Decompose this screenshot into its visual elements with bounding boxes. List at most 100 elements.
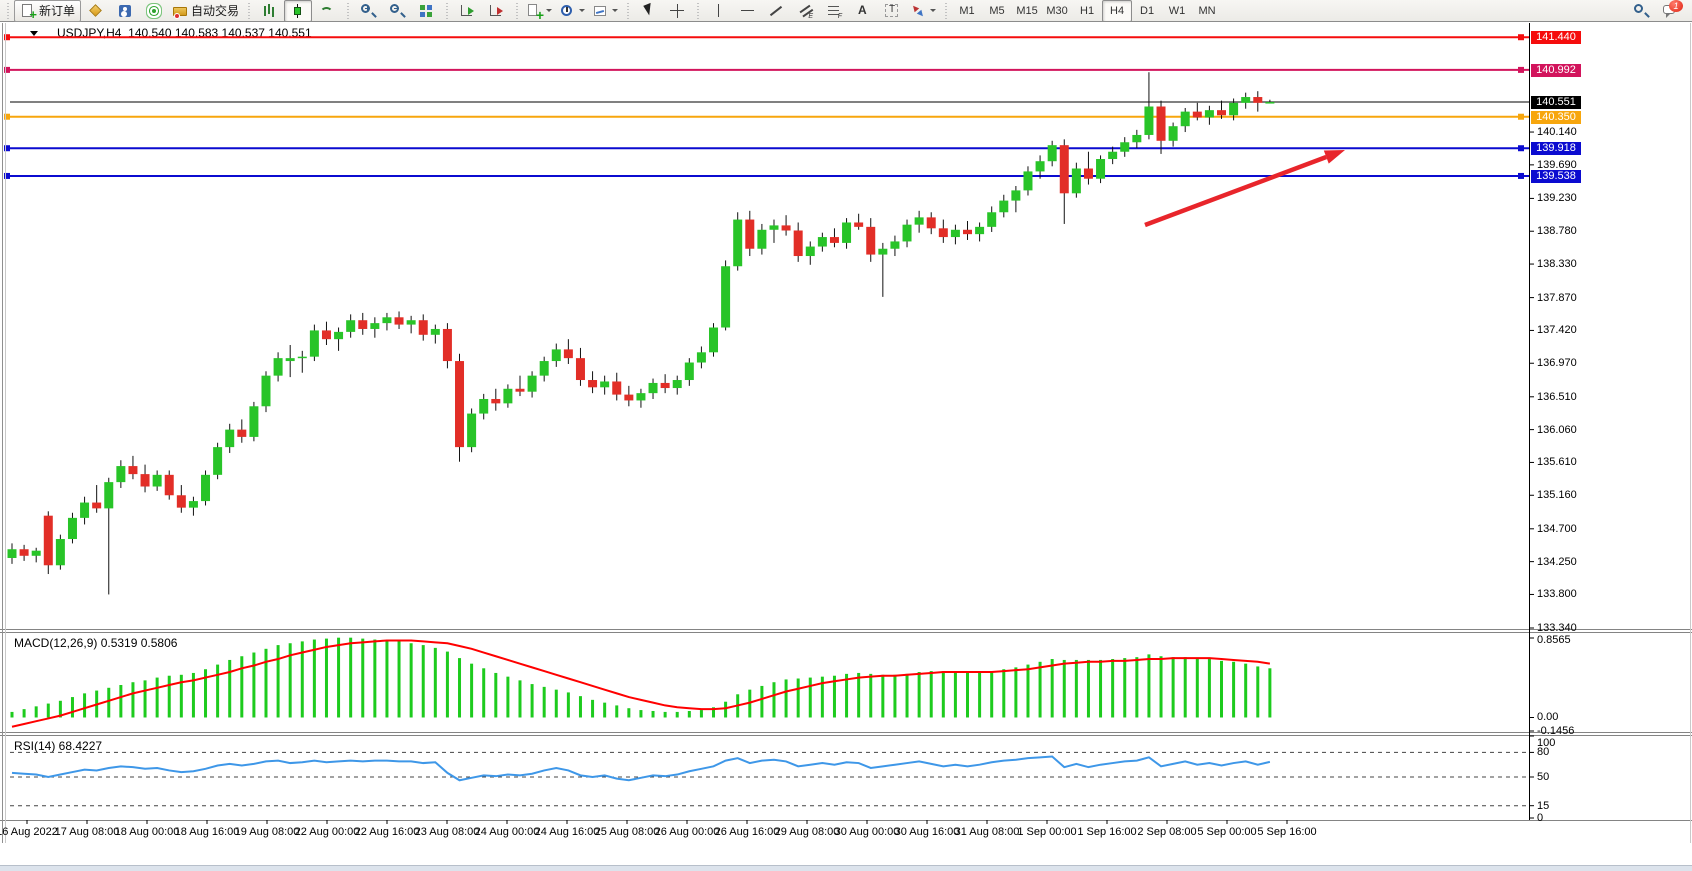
macd-bar <box>373 639 377 718</box>
timeframe-button-M5[interactable]: M5 <box>989 4 1005 17</box>
line-chart-button[interactable] <box>313 0 341 22</box>
macd-bar <box>228 659 232 718</box>
chart-canvas[interactable] <box>0 23 1692 847</box>
hline-handle[interactable] <box>1518 172 1524 179</box>
chart-shift-button[interactable] <box>482 0 510 22</box>
fibonacci-button[interactable] <box>820 0 848 22</box>
macd-bar <box>506 676 510 718</box>
hline-handle[interactable] <box>1518 34 1524 41</box>
chevron-down-icon <box>546 9 553 12</box>
macd-bar <box>566 692 570 718</box>
toolbar-grip[interactable] <box>246 2 252 19</box>
candle-body <box>950 229 960 238</box>
text-button[interactable] <box>849 0 877 22</box>
macd-bar <box>615 705 619 718</box>
seal-button[interactable] <box>82 0 110 22</box>
arrows-button[interactable] <box>907 0 939 22</box>
macd-bar <box>724 701 728 718</box>
hline-handle[interactable] <box>4 34 10 41</box>
cursor-button[interactable] <box>634 0 662 22</box>
autotrade-button[interactable]: 自动交易 <box>169 0 242 22</box>
indicators-button[interactable] <box>523 0 555 23</box>
hline-handle[interactable] <box>1518 66 1524 73</box>
bottom-scroll-strip[interactable] <box>0 865 1692 871</box>
macd-bar <box>264 648 268 718</box>
vertical-line-button[interactable] <box>704 0 732 22</box>
trend-arrow[interactable] <box>1144 154 1328 228</box>
macd-bar <box>591 699 595 718</box>
macd-indicator-title: MACD(12,26,9) 0.5319 0.5806 <box>14 636 178 650</box>
macd-bar <box>204 669 208 718</box>
timeframe-button-M1[interactable]: M1 <box>959 4 975 17</box>
candle-body <box>1217 110 1226 116</box>
macd-bar <box>832 675 836 718</box>
templates-button[interactable] <box>589 0 621 22</box>
chart-window[interactable]: USDJPY,H4 140.540 140.583 140.537 140.55… <box>0 23 1692 871</box>
chart-dropdown-icon[interactable] <box>30 31 38 36</box>
toolbar-grip[interactable] <box>514 2 520 19</box>
periods-button[interactable] <box>556 0 588 22</box>
timeframe-button-M15[interactable]: M15 <box>1016 4 1038 17</box>
toolbar-grip[interactable] <box>345 2 351 19</box>
hline-handle[interactable] <box>1518 145 1524 152</box>
zoom-in-icon <box>360 2 377 19</box>
candle-body <box>1229 102 1239 116</box>
timeframe-button-H1[interactable]: H1 <box>1080 4 1095 17</box>
new-order-button[interactable]: 新订单 <box>14 0 82 22</box>
macd-bar <box>772 682 776 718</box>
tile-windows-button[interactable] <box>412 0 440 22</box>
hline-handle[interactable] <box>4 172 10 179</box>
auto-scroll-button[interactable] <box>453 0 481 22</box>
candle-body <box>321 330 331 340</box>
timeframe-button-M30[interactable]: M30 <box>1046 4 1068 17</box>
macd-bar <box>83 693 87 718</box>
macd-bar <box>784 679 788 718</box>
candle-body <box>1059 145 1069 194</box>
candle-body <box>938 228 948 238</box>
toolbar-grip[interactable] <box>943 2 949 19</box>
macd-bar <box>857 672 861 718</box>
signal-button[interactable] <box>140 0 168 22</box>
trend-line-button[interactable] <box>762 0 790 22</box>
toolbar-grip[interactable] <box>5 2 10 19</box>
market-watch-button[interactable] <box>111 0 139 22</box>
candle-body <box>660 382 670 389</box>
chat-button[interactable]: 1 <box>1656 0 1684 22</box>
equidistant-channel-button[interactable] <box>791 0 819 22</box>
timeframe-button-D1[interactable]: D1 <box>1140 4 1155 17</box>
macd-bar <box>240 656 244 718</box>
candle-body <box>430 328 440 335</box>
text-label-button[interactable] <box>878 0 906 22</box>
candlestick-chart-button[interactable] <box>284 0 313 22</box>
candle-body <box>116 466 126 483</box>
candle-body <box>757 229 767 249</box>
bar-chart-button[interactable] <box>255 0 283 22</box>
toolbar-grip[interactable] <box>625 2 631 19</box>
search-icon <box>1633 3 1649 19</box>
hline-handle[interactable] <box>4 145 10 152</box>
candle-body <box>80 502 90 518</box>
candle-body <box>793 230 803 257</box>
macd-bar <box>1159 656 1163 718</box>
candle-body <box>1156 106 1166 141</box>
timeframe-button-H4[interactable]: H4 <box>1102 0 1133 22</box>
macd-bar <box>639 710 643 718</box>
candle-body <box>1023 171 1033 191</box>
horizontal-line-button[interactable] <box>733 0 761 22</box>
search-button[interactable] <box>1627 0 1655 22</box>
candle-body <box>1071 168 1081 194</box>
toolbar-grip[interactable] <box>695 2 701 19</box>
crosshair-button[interactable] <box>663 0 691 22</box>
macd-bar <box>699 710 703 718</box>
candle-body <box>31 550 41 556</box>
hline-handle[interactable] <box>4 113 10 120</box>
hline-handle[interactable] <box>1518 113 1524 120</box>
zoom-out-button[interactable] <box>383 0 411 22</box>
zoom-in-button[interactable] <box>354 0 382 22</box>
hline-handle[interactable] <box>4 66 10 73</box>
toolbar-grip[interactable] <box>444 2 450 19</box>
timeframe-button-MN[interactable]: MN <box>1198 4 1216 17</box>
candle-body <box>164 474 174 496</box>
timeframe-button-W1[interactable]: W1 <box>1168 4 1186 17</box>
candle-body <box>515 388 525 392</box>
